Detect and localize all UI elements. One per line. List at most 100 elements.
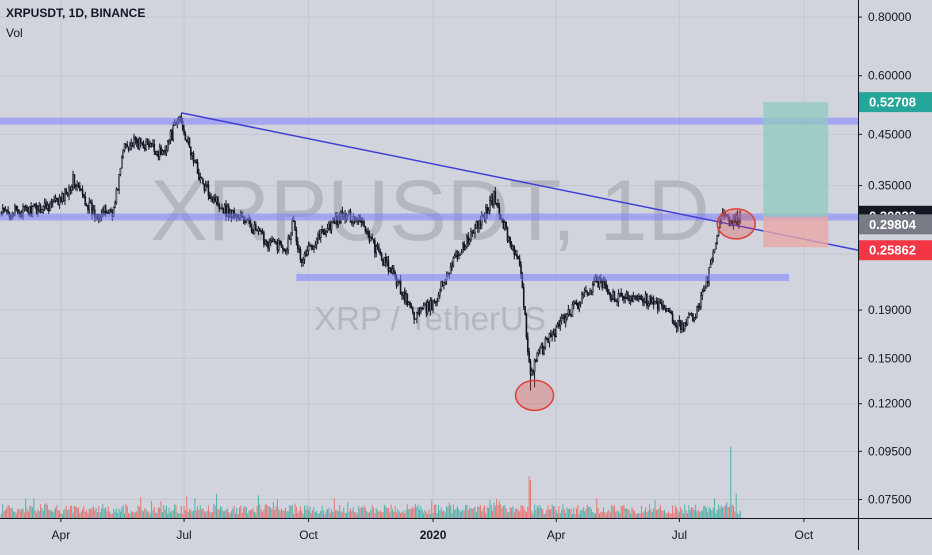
candle-body [253,224,256,234]
candle-body [522,287,525,307]
candle-body [319,229,322,238]
candle-body [432,300,434,311]
volume-bar [224,511,226,518]
candle-body [644,294,647,302]
candle-body [440,281,442,290]
volume-bar [396,512,398,518]
volume-bar [113,508,115,518]
candle-body [665,308,667,312]
volume-bar [314,512,316,518]
volume-bar [577,504,579,518]
volume-bar [106,511,108,518]
candle-body [291,220,294,234]
candle-body [636,298,639,301]
symbol-legend[interactable]: XRPUSDT, 1D, BINANCE [6,6,146,20]
candle-body [290,232,292,241]
volume-bar [689,509,691,518]
volume-bar [569,508,571,518]
volume-bar [515,508,517,518]
volume-bar [559,513,561,518]
volume-bar [731,504,733,518]
volume-bar [145,509,147,518]
candle-body [5,209,8,212]
volume-bar [360,507,362,518]
candle-body [137,142,139,149]
volume-bar [147,511,149,518]
trendline[interactable] [181,112,859,251]
candle-body [84,196,87,206]
volume-bar [73,505,75,518]
candle-body [700,295,702,308]
candle-body [208,195,211,199]
volume-bar [659,504,661,518]
candle-body [403,291,406,302]
volume-bar [642,512,644,518]
volume-bar [236,507,238,518]
volume-bar [320,510,322,518]
candle-body [476,221,479,229]
candle-body [376,245,379,249]
volume-bar [206,510,208,518]
candle-body [4,209,7,212]
candle-body [566,314,568,319]
volume-bar [693,510,695,518]
candle-body [677,319,679,329]
candle-body [479,220,482,226]
candle-body [678,319,681,322]
candle-body [257,228,260,232]
stop-zone[interactable] [763,216,829,248]
volume-bar [557,513,559,518]
volume-bar [701,510,703,518]
candle-body [318,234,321,238]
candle-body [14,205,16,216]
target-zone[interactable] [763,102,829,217]
price-tag-target [859,92,932,113]
volume-bar [423,512,425,518]
volume-bar [647,510,649,518]
volume-bar [681,509,683,518]
volume-bar [367,512,369,518]
candle-body [490,197,493,201]
candle-body [85,204,88,207]
volume-bar [737,513,739,518]
candle-body [195,160,198,163]
candle-body [685,322,687,325]
candle-body [673,321,675,325]
candle-body [221,207,223,210]
volume-bar [417,504,419,518]
candle-body [317,234,319,239]
candle-body [169,130,172,141]
volume-bar [646,511,648,518]
volume-bar [4,509,6,518]
volume-bar [249,509,251,518]
volume-bar [130,510,132,518]
volume-bar [255,512,257,518]
volume-bar [291,505,293,518]
candle-body [53,200,55,202]
candle-body [591,283,594,293]
candle-body [401,293,403,296]
volume-bar [532,513,534,518]
volume-bar [152,510,154,518]
candle-body [414,318,417,320]
volume-bar [536,505,538,518]
volume-bar [8,506,10,518]
volume-bar [240,505,242,518]
candle-body [547,338,549,344]
volume-bar [398,511,400,518]
volume-bar [696,511,698,518]
candle-body [646,294,648,306]
volume-bar [163,504,165,518]
volume-bar [730,446,732,518]
volume-bar [554,506,556,518]
candle-body [589,290,591,295]
candle-body [80,189,82,191]
candle-body [675,324,678,329]
volume-bar [213,504,215,518]
candle-body [701,291,704,296]
volume-bar [274,509,276,518]
volume-bar [64,508,66,518]
candle-body [416,312,418,319]
